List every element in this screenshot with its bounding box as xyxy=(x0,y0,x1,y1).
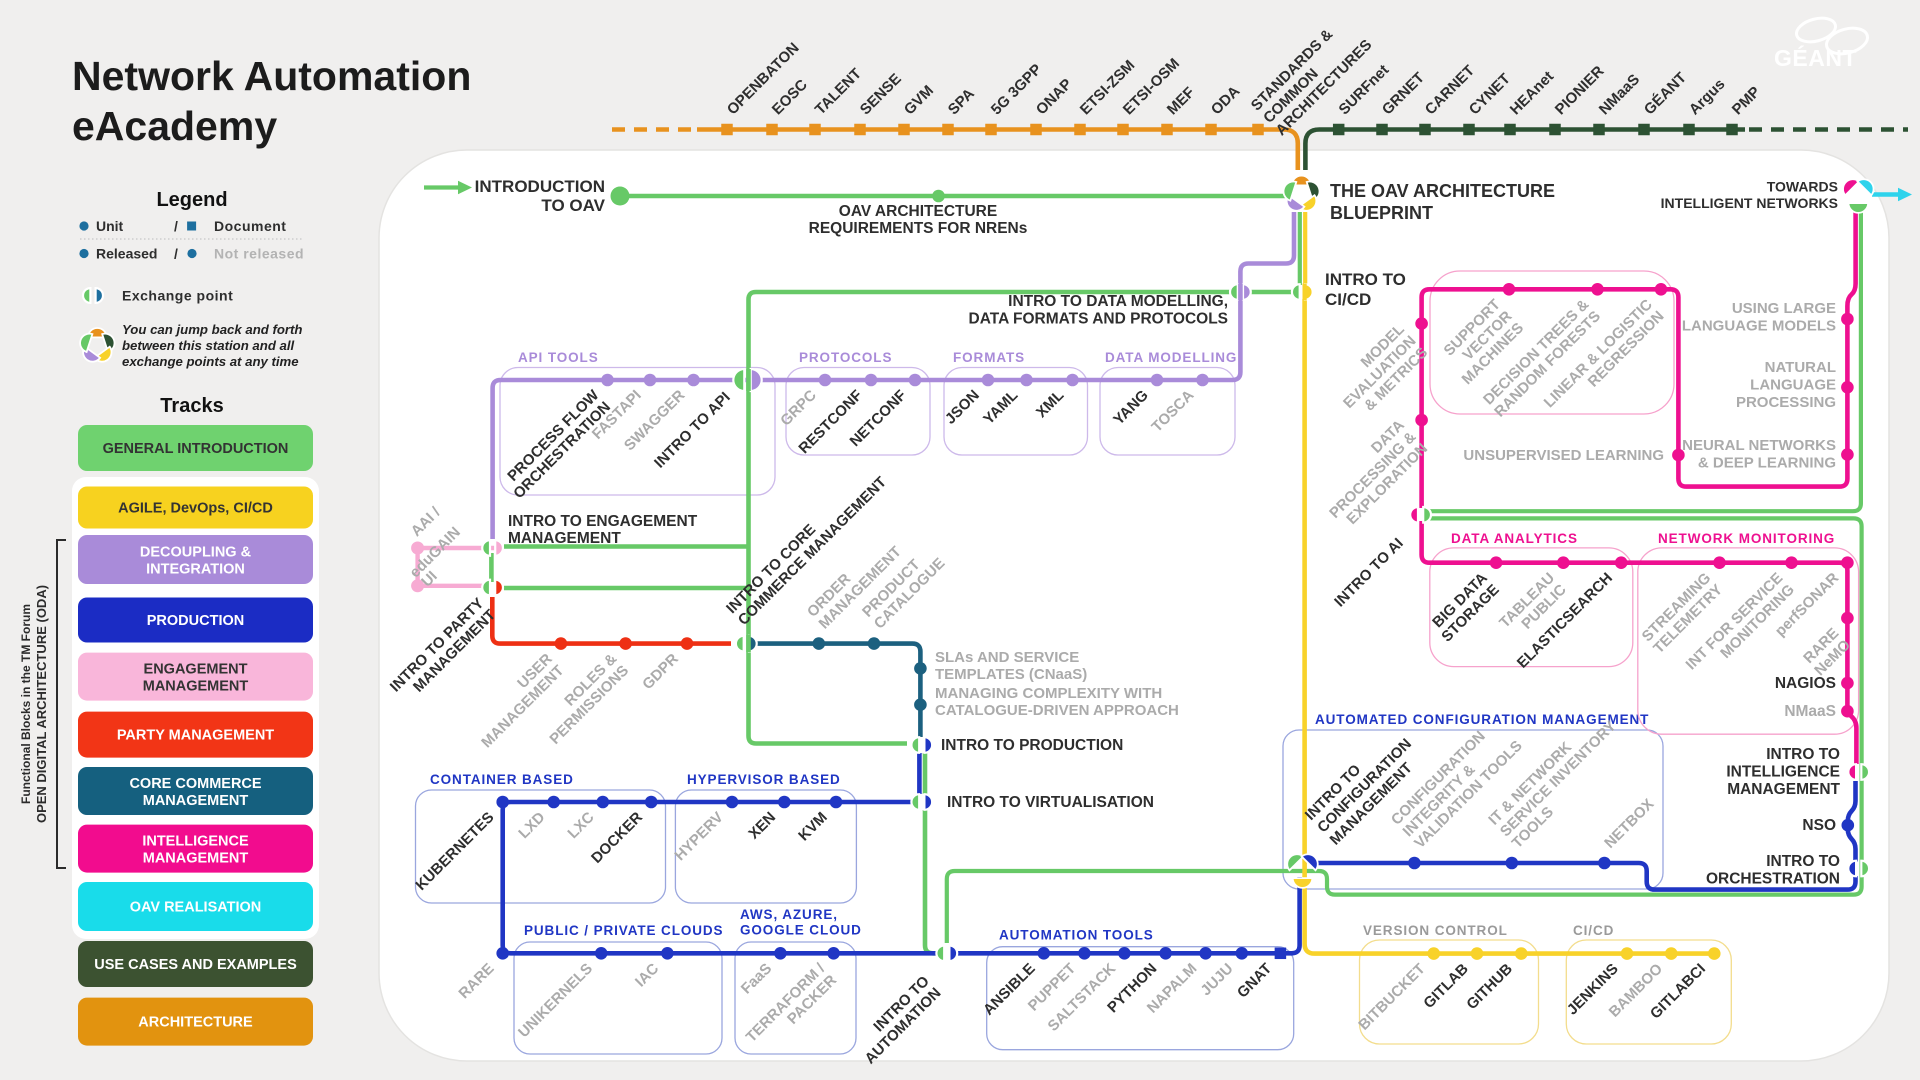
svg-text:Not released: Not released xyxy=(214,246,304,262)
svg-text:Exchange point: Exchange point xyxy=(122,288,233,304)
svg-text:NMaaS: NMaaS xyxy=(1784,703,1836,720)
svg-text:INTRO TO VIRTUALISATION: INTRO TO VIRTUALISATION xyxy=(947,794,1154,811)
svg-text:MANAGEMENT: MANAGEMENT xyxy=(143,793,249,809)
svg-text:INTELLIGENCE: INTELLIGENCE xyxy=(142,834,249,850)
svg-text:INTEGRATION: INTEGRATION xyxy=(146,562,245,578)
svg-text:PUBLIC / PRIVATE CLOUDS: PUBLIC / PRIVATE CLOUDS xyxy=(524,923,723,938)
svg-text:FORMATS: FORMATS xyxy=(953,350,1025,365)
svg-text:NETWORK MONITORING: NETWORK MONITORING xyxy=(1658,531,1835,546)
svg-text:INTRO TO DATA MODELLING,DATA F: INTRO TO DATA MODELLING, DATA FORMATS AND… xyxy=(969,293,1228,328)
svg-text:DATA MODELLING: DATA MODELLING xyxy=(1105,350,1237,365)
svg-text:ENGAGEMENT: ENGAGEMENT xyxy=(144,662,248,678)
svg-text:Legend: Legend xyxy=(156,189,227,211)
svg-text:PROTOCOLS: PROTOCOLS xyxy=(799,350,892,365)
svg-text:between this station and all: between this station and all xyxy=(122,338,295,353)
svg-text:CORE COMMERCE: CORE COMMERCE xyxy=(129,776,261,792)
svg-text:/: / xyxy=(174,246,178,262)
svg-text:Tracks: Tracks xyxy=(160,395,223,417)
svg-text:Unit: Unit xyxy=(96,218,124,234)
svg-text:UNSUPERVISED LEARNING: UNSUPERVISED LEARNING xyxy=(1463,447,1664,464)
svg-text:You can jump back and forth: You can jump back and forth xyxy=(122,322,303,337)
svg-text:Functional Blocks in the TM Fo: Functional Blocks in the TM Forum xyxy=(19,604,33,804)
svg-text:GENERAL INTRODUCTION: GENERAL INTRODUCTION xyxy=(103,441,289,457)
svg-text:NAGIOS: NAGIOS xyxy=(1775,675,1836,692)
svg-text:/: / xyxy=(174,218,178,234)
svg-text:CONTAINER BASED: CONTAINER BASED xyxy=(430,772,574,787)
svg-text:PARTY MANAGEMENT: PARTY MANAGEMENT xyxy=(117,728,274,744)
svg-text:INTRO TO PRODUCTION: INTRO TO PRODUCTION xyxy=(941,737,1123,754)
svg-text:DATA ANALYTICS: DATA ANALYTICS xyxy=(1451,531,1578,546)
svg-text:USE CASES AND EXAMPLES: USE CASES AND EXAMPLES xyxy=(94,957,297,973)
svg-text:Released: Released xyxy=(96,246,157,262)
svg-text:AWS, AZURE,GOOGLE CLOUD: AWS, AZURE, GOOGLE CLOUD xyxy=(740,907,862,938)
svg-text:ARCHITECTURE: ARCHITECTURE xyxy=(138,1015,253,1031)
svg-text:PRODUCTION: PRODUCTION xyxy=(147,613,244,629)
svg-text:MANAGEMENT: MANAGEMENT xyxy=(143,851,249,867)
svg-text:CI/CD: CI/CD xyxy=(1573,923,1614,938)
svg-text:NSO: NSO xyxy=(1802,817,1836,834)
svg-text:Network Automation: Network Automation xyxy=(72,53,471,99)
svg-text:OAV REALISATION: OAV REALISATION xyxy=(130,900,262,916)
svg-text:eAcademy: eAcademy xyxy=(72,103,277,149)
svg-text:AUTOMATION TOOLS: AUTOMATION TOOLS xyxy=(999,928,1154,943)
svg-text:GÉANT: GÉANT xyxy=(1774,44,1857,71)
svg-text:AGILE, DevOps, CI/CD: AGILE, DevOps, CI/CD xyxy=(118,501,273,517)
svg-text:NEURAL NETWORKS& DEEP LEARNING: NEURAL NETWORKS & DEEP LEARNING xyxy=(1682,437,1836,472)
svg-text:MANAGEMENT: MANAGEMENT xyxy=(143,679,249,695)
svg-text:HYPERVISOR BASED: HYPERVISOR BASED xyxy=(687,772,841,787)
svg-text:Document: Document xyxy=(214,218,286,234)
svg-text:OPEN DIGITAL ARCHITECTURE (ODA: OPEN DIGITAL ARCHITECTURE (ODA) xyxy=(34,585,49,823)
svg-text:exchange points at any time: exchange points at any time xyxy=(122,354,299,369)
svg-text:API TOOLS: API TOOLS xyxy=(518,350,599,365)
svg-text:DECOUPLING &: DECOUPLING & xyxy=(140,545,252,561)
svg-text:AUTOMATED CONFIGURATION MANAGE: AUTOMATED CONFIGURATION MANAGEMENT xyxy=(1315,712,1649,727)
svg-text:VERSION CONTROL: VERSION CONTROL xyxy=(1363,923,1508,938)
